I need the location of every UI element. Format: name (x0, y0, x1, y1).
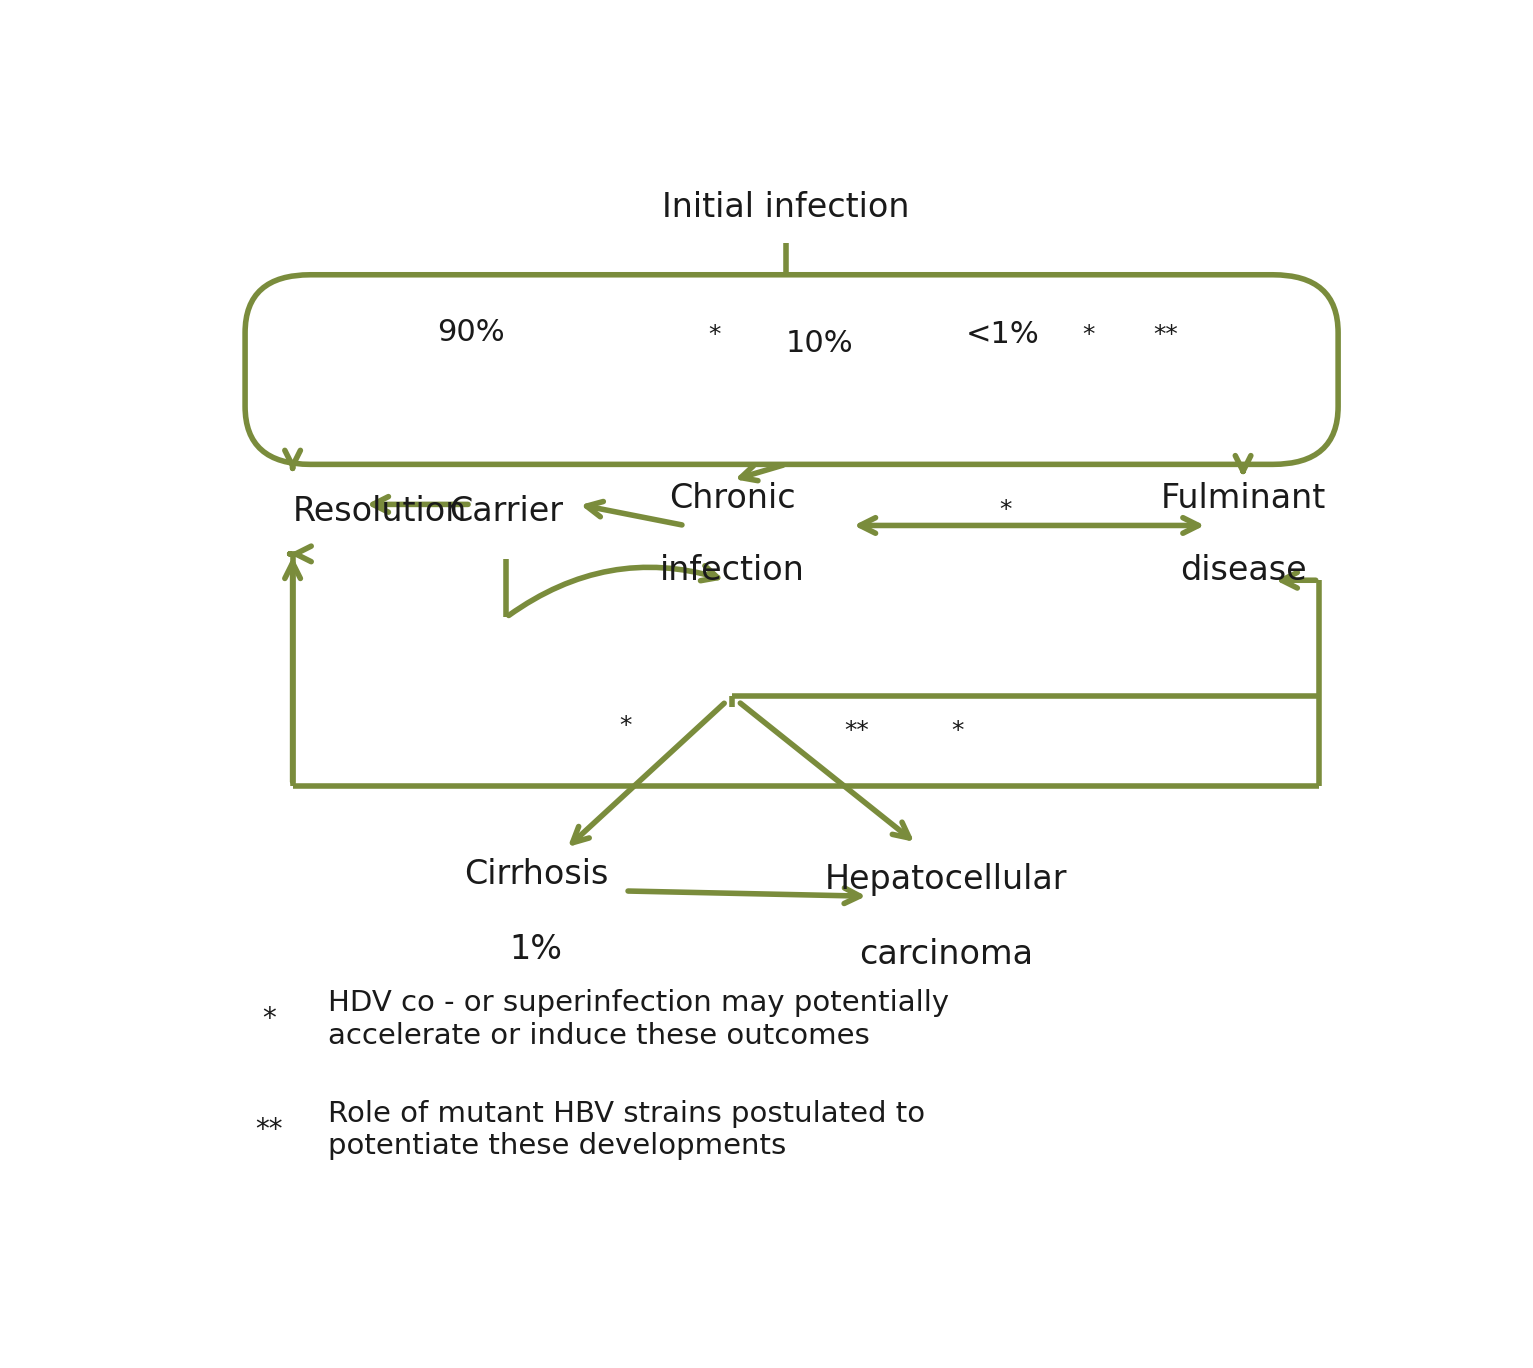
Text: **: ** (1153, 323, 1179, 347)
Text: **: ** (254, 1116, 282, 1144)
Text: 90%: 90% (437, 319, 504, 347)
Text: <1%: <1% (966, 320, 1039, 349)
Text: Chronic: Chronic (668, 482, 796, 514)
Text: *: * (708, 323, 721, 347)
Text: *: * (1082, 323, 1095, 347)
Text: **: ** (845, 718, 869, 743)
Text: Cirrhosis: Cirrhosis (464, 858, 609, 891)
Text: *: * (1000, 498, 1012, 521)
Text: disease: disease (1180, 554, 1306, 587)
Text: 1%: 1% (509, 933, 563, 966)
Text: Initial infection: Initial infection (662, 192, 909, 224)
Text: Resolution: Resolution (293, 495, 468, 528)
Text: HDV co - or superinfection may potentially
accelerate or induce these outcomes: HDV co - or superinfection may potential… (328, 989, 949, 1049)
Text: *: * (952, 718, 964, 743)
Text: Fulminant: Fulminant (1160, 482, 1326, 514)
Text: Carrier: Carrier (449, 495, 564, 528)
Text: Role of mutant HBV strains postulated to
potentiate these developments: Role of mutant HBV strains postulated to… (328, 1100, 926, 1160)
Text: *: * (262, 1005, 276, 1033)
Text: *: * (619, 714, 632, 737)
Text: infection: infection (659, 554, 805, 587)
Text: 10%: 10% (785, 328, 854, 357)
Text: carcinoma: carcinoma (858, 938, 1033, 971)
Text: Hepatocellular: Hepatocellular (825, 863, 1067, 896)
